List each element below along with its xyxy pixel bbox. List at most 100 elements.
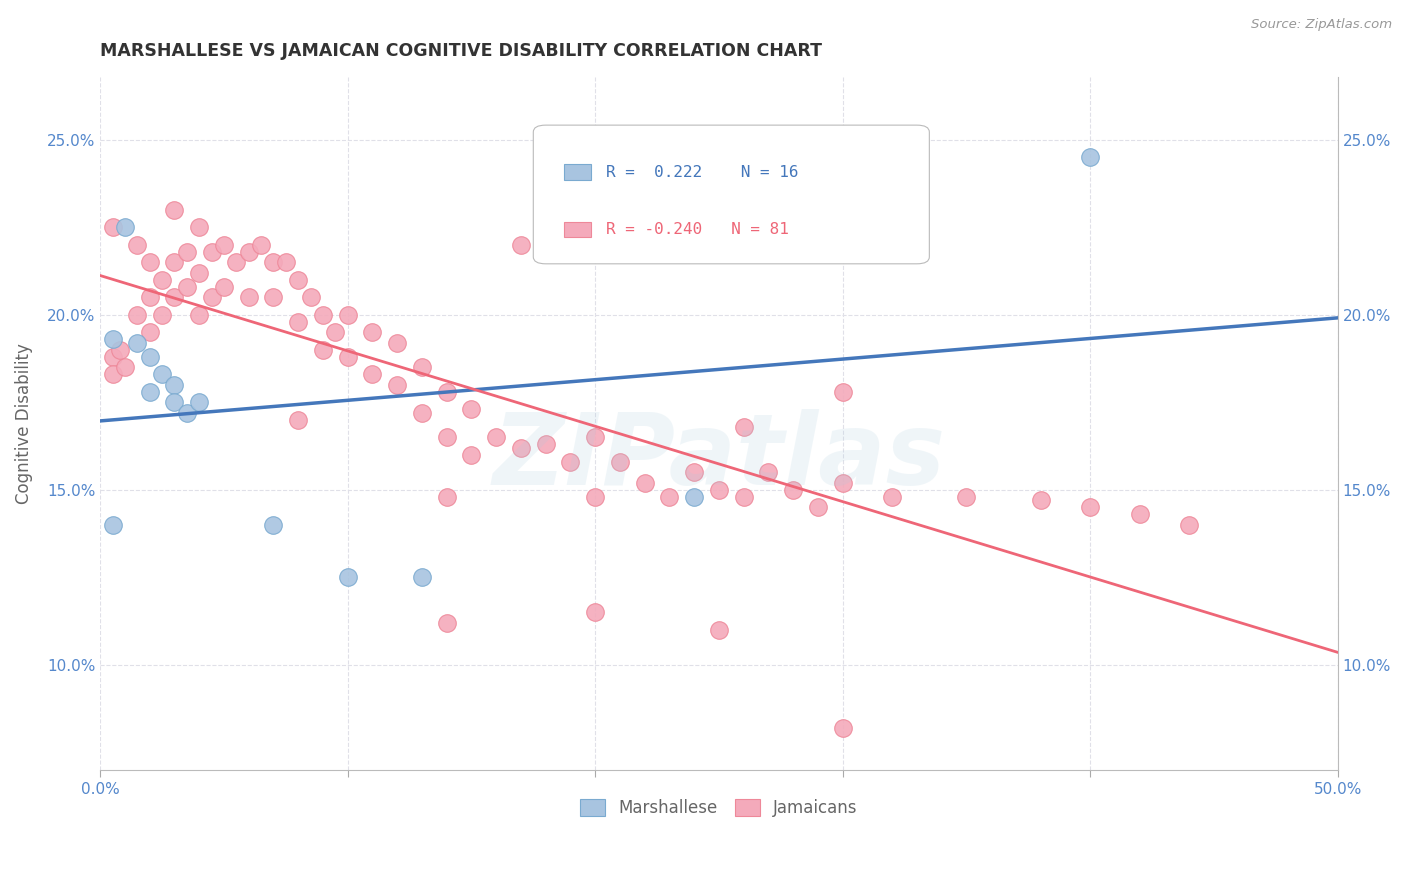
Point bbox=[200, 244, 222, 259]
Point bbox=[101, 517, 124, 532]
Point bbox=[176, 406, 198, 420]
Point bbox=[299, 290, 322, 304]
Point bbox=[707, 623, 730, 637]
Point bbox=[609, 455, 631, 469]
Point bbox=[212, 237, 235, 252]
Point bbox=[114, 220, 136, 235]
Point bbox=[163, 255, 186, 269]
Point bbox=[287, 273, 309, 287]
Point bbox=[287, 413, 309, 427]
Point bbox=[336, 570, 359, 584]
Point bbox=[361, 325, 384, 339]
Point bbox=[831, 475, 853, 490]
Point bbox=[188, 308, 211, 322]
FancyBboxPatch shape bbox=[564, 222, 592, 237]
Text: MARSHALLESE VS JAMAICAN COGNITIVE DISABILITY CORRELATION CHART: MARSHALLESE VS JAMAICAN COGNITIVE DISABI… bbox=[100, 42, 823, 60]
Point bbox=[323, 325, 346, 339]
Point bbox=[436, 490, 458, 504]
Point bbox=[238, 244, 260, 259]
FancyBboxPatch shape bbox=[533, 125, 929, 264]
Point bbox=[509, 237, 531, 252]
Point bbox=[262, 517, 284, 532]
Point bbox=[336, 308, 359, 322]
Point bbox=[262, 255, 284, 269]
Point bbox=[108, 343, 131, 357]
Point bbox=[163, 377, 186, 392]
Point bbox=[385, 335, 408, 350]
Point bbox=[312, 308, 335, 322]
Point bbox=[583, 430, 606, 444]
Point bbox=[733, 419, 755, 434]
Point bbox=[583, 606, 606, 620]
Point bbox=[274, 255, 297, 269]
Point bbox=[509, 441, 531, 455]
Point bbox=[807, 500, 830, 515]
Point bbox=[707, 483, 730, 497]
Point bbox=[138, 290, 160, 304]
Point bbox=[436, 615, 458, 630]
Point bbox=[127, 308, 149, 322]
Point bbox=[163, 202, 186, 217]
Point bbox=[534, 437, 557, 451]
Point bbox=[831, 384, 853, 399]
Point bbox=[150, 273, 173, 287]
Point bbox=[583, 490, 606, 504]
Point bbox=[312, 343, 335, 357]
Point bbox=[287, 315, 309, 329]
Point bbox=[782, 483, 804, 497]
Point bbox=[831, 721, 853, 735]
Point bbox=[200, 290, 222, 304]
Point bbox=[101, 220, 124, 235]
Point bbox=[411, 360, 433, 375]
Point bbox=[176, 279, 198, 293]
Point bbox=[634, 237, 657, 252]
Point bbox=[163, 395, 186, 409]
Point bbox=[733, 490, 755, 504]
Point bbox=[250, 237, 273, 252]
Point bbox=[955, 490, 977, 504]
Point bbox=[176, 244, 198, 259]
Text: ZIPatlas: ZIPatlas bbox=[492, 409, 945, 507]
Point bbox=[436, 430, 458, 444]
Point bbox=[238, 290, 260, 304]
Point bbox=[188, 220, 211, 235]
FancyBboxPatch shape bbox=[564, 164, 592, 179]
Point bbox=[758, 466, 780, 480]
Point bbox=[485, 430, 508, 444]
Point bbox=[1129, 508, 1152, 522]
Point bbox=[138, 350, 160, 364]
Point bbox=[634, 475, 657, 490]
Point bbox=[127, 335, 149, 350]
Point bbox=[114, 360, 136, 375]
Legend: Marshallese, Jamaicans: Marshallese, Jamaicans bbox=[574, 793, 865, 824]
Point bbox=[385, 377, 408, 392]
Point bbox=[683, 490, 706, 504]
Point bbox=[212, 279, 235, 293]
Point bbox=[1029, 493, 1052, 508]
Point bbox=[361, 368, 384, 382]
Text: R =  0.222    N = 16: R = 0.222 N = 16 bbox=[606, 164, 799, 179]
Point bbox=[262, 290, 284, 304]
Text: R = -0.240   N = 81: R = -0.240 N = 81 bbox=[606, 222, 789, 237]
Point bbox=[1078, 500, 1101, 515]
Point bbox=[138, 255, 160, 269]
Text: Source: ZipAtlas.com: Source: ZipAtlas.com bbox=[1251, 18, 1392, 31]
Point bbox=[150, 368, 173, 382]
Point bbox=[460, 448, 482, 462]
Point bbox=[336, 350, 359, 364]
Point bbox=[560, 455, 582, 469]
Point bbox=[163, 290, 186, 304]
Point bbox=[436, 384, 458, 399]
Point bbox=[683, 466, 706, 480]
Point bbox=[411, 570, 433, 584]
Point bbox=[882, 490, 904, 504]
Point bbox=[101, 368, 124, 382]
Point bbox=[127, 237, 149, 252]
Point bbox=[188, 266, 211, 280]
Point bbox=[138, 325, 160, 339]
Point bbox=[1178, 517, 1201, 532]
Point bbox=[460, 402, 482, 417]
Point bbox=[150, 308, 173, 322]
Y-axis label: Cognitive Disability: Cognitive Disability bbox=[15, 343, 32, 504]
Point bbox=[225, 255, 247, 269]
